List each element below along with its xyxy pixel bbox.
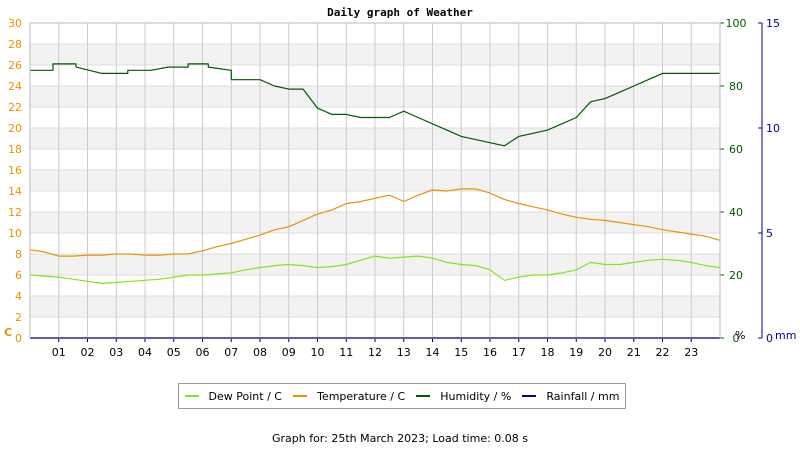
legend-swatch-humidity xyxy=(416,395,431,397)
y-right-tick-label: 100 xyxy=(726,17,747,30)
y-right-tick-label: 60 xyxy=(729,143,743,156)
chart-legend: Dew Point / C Temperature / C Humidity /… xyxy=(178,383,626,409)
y-far-right-tick-label: 15 xyxy=(766,17,780,30)
y-right-tick-label: 40 xyxy=(729,206,743,219)
x-tick-label: 14 xyxy=(426,346,440,359)
legend-label-humidity: Humidity / % xyxy=(440,389,512,403)
y-far-right-tick-label: 10 xyxy=(766,122,780,135)
y-left-tick-label: 28 xyxy=(8,38,22,51)
graph-footer: Graph for: 25th March 2023; Load time: 0… xyxy=(271,432,529,445)
y-right-tick-label: 20 xyxy=(729,269,743,282)
x-tick-label: 11 xyxy=(339,346,353,359)
x-tick-label: 10 xyxy=(311,346,325,359)
y-left-tick-label: 18 xyxy=(8,143,22,156)
x-tick-label: 08 xyxy=(253,346,267,359)
y-left-tick-label: 10 xyxy=(8,227,22,240)
right-unit-label: % xyxy=(735,329,745,342)
series-line-humidity xyxy=(30,63,720,147)
y-left-tick-label: 6 xyxy=(15,269,22,282)
x-tick-label: 03 xyxy=(109,346,123,359)
x-tick-label: 01 xyxy=(52,346,66,359)
x-tick-label: 12 xyxy=(368,346,382,359)
y-far-right-tick-label: 5 xyxy=(766,227,773,240)
y-left-tick-label: 4 xyxy=(15,290,22,303)
y-left-tick-label: 12 xyxy=(8,206,22,219)
chart-title: Daily graph of Weather xyxy=(327,6,473,19)
legend-label-dew-point: Dew Point / C xyxy=(208,389,282,403)
y-left-tick-label: 22 xyxy=(8,101,22,114)
daily-weather-chart: Daily graph of Weather 02468101214161820… xyxy=(4,6,796,359)
y-left-tick-label: 14 xyxy=(8,185,22,198)
x-tick-label: 18 xyxy=(541,346,555,359)
legend-label-rainfall: Rainfall / mm xyxy=(546,389,620,403)
legend-swatch-dew-point xyxy=(184,395,199,397)
x-tick-label: 07 xyxy=(224,346,238,359)
x-tick-label: 02 xyxy=(81,346,95,359)
x-tick-label: 05 xyxy=(167,346,181,359)
far-right-unit-label: mm xyxy=(775,329,796,342)
y-left-tick-label: 24 xyxy=(8,80,22,93)
x-tick-label: 22 xyxy=(656,346,670,359)
x-tick-label: 21 xyxy=(627,346,641,359)
legend-swatch-rainfall xyxy=(522,395,537,397)
x-tick-label: 09 xyxy=(282,346,296,359)
y-right-tick-label: 80 xyxy=(729,80,743,93)
x-tick-label: 17 xyxy=(512,346,526,359)
y-left-tick-label: 8 xyxy=(15,248,22,261)
x-tick-label: 16 xyxy=(483,346,497,359)
series-line-dew-point xyxy=(29,255,721,284)
x-tick-label: 06 xyxy=(196,346,210,359)
legend-item-rainfall: Rainfall / mm xyxy=(522,390,619,403)
y-right-tick-label: 0 xyxy=(733,332,740,345)
x-tick-label: 20 xyxy=(598,346,612,359)
plot-frame xyxy=(29,22,721,339)
y-left-tick-label: 16 xyxy=(8,164,22,177)
legend-item-humidity: Humidity / % xyxy=(416,390,511,403)
legend-label-temperature: Temperature / C xyxy=(317,389,406,403)
legend-swatch-temperature xyxy=(293,395,308,397)
legend-item-dew-point: Dew Point / C xyxy=(184,389,282,403)
y-far-right-tick-label: 0 xyxy=(766,332,773,345)
legend-item-temperature: Temperature / C xyxy=(293,390,405,403)
x-tick-label: 04 xyxy=(138,346,152,359)
x-tick-label: 13 xyxy=(397,346,411,359)
left-unit-label: C xyxy=(4,326,12,339)
y-left-tick-label: 20 xyxy=(8,122,22,135)
y-left-tick-label: 0 xyxy=(15,332,22,345)
y-left-tick-label: 26 xyxy=(8,59,22,72)
x-tick-label: 15 xyxy=(454,346,468,359)
y-left-tick-label: 2 xyxy=(15,311,22,324)
x-tick-label: 23 xyxy=(684,346,698,359)
y-left-tick-label: 30 xyxy=(8,17,22,30)
series-line-temperature xyxy=(29,188,721,257)
x-tick-label: 19 xyxy=(569,346,583,359)
